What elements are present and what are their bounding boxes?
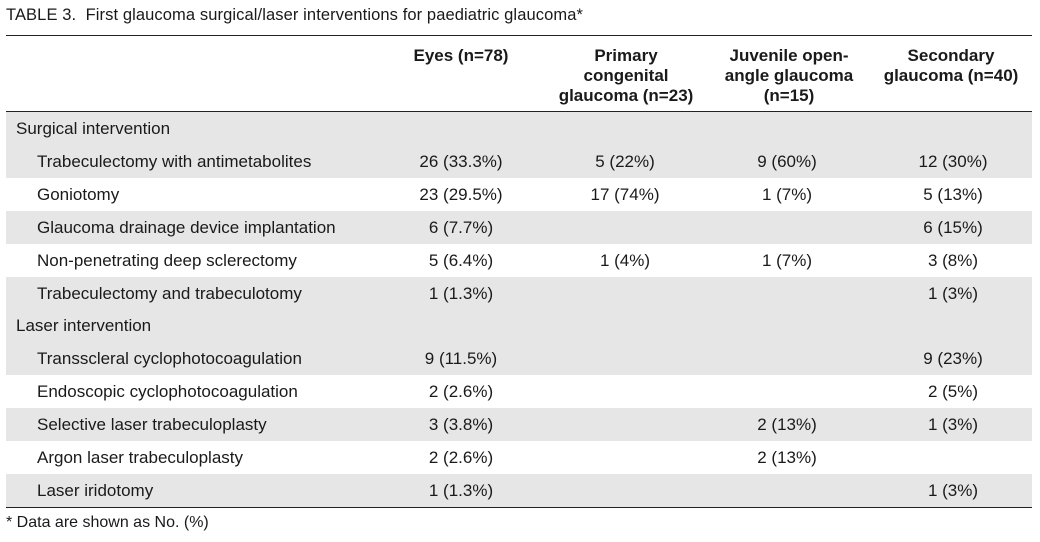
cell-value: 1 (1.3%) — [428, 480, 494, 500]
cell-value: 1 (4%) — [599, 250, 651, 270]
cell-value: 2 (13%) — [757, 448, 817, 467]
row-label: Laser iridotomy — [37, 480, 154, 500]
header-line: Secondary — [907, 46, 995, 65]
cell-value: 17 (74%) — [590, 184, 660, 204]
row-label: Argon laser trabeculoplasty — [37, 448, 244, 467]
cell-value: 5 (6.4%) — [428, 250, 494, 270]
cell-value: 1 (3%) — [927, 480, 979, 500]
cell-value: 5 (22%) — [595, 151, 655, 171]
table-row: Argon laser trabeculoplasty 2 (2.6%) 2 (13… — [6, 441, 1032, 474]
cell-value: 9 (60%) — [757, 151, 817, 171]
header-line: angle glaucoma — [724, 66, 854, 85]
cell-value: 1 (3%) — [927, 283, 979, 303]
cell-value — [716, 277, 858, 310]
cell-value — [554, 309, 696, 342]
bottom-rule — [6, 507, 1032, 508]
header-eyes-line: Eyes (n=78) — [413, 46, 509, 65]
cell-value: 23 (29.5%) — [419, 184, 503, 204]
cell-value — [396, 112, 526, 145]
cell-value — [554, 375, 696, 408]
header-juvenile-open-angle: Juvenile open- angle glaucoma (n=15) — [714, 46, 864, 106]
cell-value — [716, 375, 858, 408]
cell-value — [554, 342, 696, 375]
cell-value — [554, 112, 696, 145]
table-row: Trabeculectomy with antimetabolites 26 (3… — [6, 144, 1032, 178]
cell-value: 5 (13%) — [923, 184, 983, 204]
header-eyes: Eyes (n=78) — [396, 46, 526, 66]
group-label: Laser intervention — [16, 316, 152, 336]
cell-value — [716, 309, 858, 342]
group-label: Surgical intervention — [16, 119, 171, 138]
row-label: Non-penetrating deep sclerectomy — [37, 250, 297, 270]
row-label: Transscleral cyclophotocoagulation — [37, 349, 302, 369]
cell-value: 3 (3.8%) — [428, 415, 494, 435]
header-secondary: Secondary glaucoma (n=40) — [876, 46, 1026, 86]
row-label: Glaucoma drainage device implantation — [37, 217, 336, 237]
header-line: glaucoma (n=40) — [883, 66, 1019, 85]
cell-value: 2 (2.6%) — [428, 382, 494, 402]
cell-value: 1 (7%) — [761, 184, 813, 204]
cell-value — [716, 342, 858, 375]
header-line: Primary — [594, 46, 658, 65]
cell-value: 2 (2.6%) — [428, 448, 494, 467]
cell-value: 6 (15%) — [923, 217, 983, 237]
table-row: Endoscopic cyclophotocoagulation 2 (2.6%)… — [6, 375, 1032, 408]
top-rule — [6, 35, 1032, 36]
table-number: TABLE 3. — [6, 6, 77, 24]
row-label: Trabeculectomy with antimetabolites — [37, 151, 312, 171]
cell-value — [878, 441, 1028, 474]
cell-value — [878, 309, 1028, 342]
cell-value — [554, 408, 696, 441]
table-row: Goniotomy 23 (29.5%) 17 (74%) 1 (7%) 5 (13%) — [6, 178, 1032, 211]
row-label: Endoscopic cyclophotocoagulation — [37, 382, 298, 402]
table-row: Trabeculectomy and trabeculotomy 1 (1.3%)… — [6, 276, 1032, 310]
table-row: Glaucoma drainage device implantation 6 (… — [6, 210, 1032, 244]
cell-value: 1 (7%) — [761, 250, 813, 270]
cell-value: 9 (11.5%) — [424, 349, 498, 369]
table-row: Transscleral cyclophotocoagulation 9 (11.… — [6, 342, 1032, 376]
cell-value — [716, 211, 858, 244]
cell-value — [554, 441, 696, 474]
cell-value: 12 (30%) — [918, 151, 988, 171]
header-rule — [6, 111, 1032, 112]
table-caption: TABLE 3. First glaucoma surgical/laser i… — [6, 6, 583, 25]
cell-value — [878, 112, 1028, 145]
row-label: Goniotomy — [37, 184, 120, 204]
cell-value: 9 (23%) — [923, 349, 983, 369]
cell-value: 2 (5%) — [927, 382, 979, 402]
cell-value: 3 (8%) — [927, 250, 979, 270]
cell-value: 26 (33.3%) — [419, 151, 503, 171]
cell-value — [554, 474, 696, 507]
table-row: Non-penetrating deep sclerectomy 5 (6.4%)… — [6, 244, 1032, 277]
group-row: Surgical intervention — [6, 112, 1032, 145]
header-line: Juvenile open- — [729, 46, 849, 65]
table-row: Laser iridotomy 1 (1.3%) 1 (3%) — [6, 473, 1032, 507]
table-title: First glaucoma surgical/laser interventi… — [85, 6, 584, 24]
footnote: * Data are shown as No. (%) — [6, 514, 209, 531]
table-row: Selective laser trabeculoplasty 3 (3.8%) 2… — [6, 408, 1032, 442]
header-line: (n=15) — [763, 86, 815, 105]
cell-value — [396, 309, 526, 342]
cell-value — [716, 474, 858, 507]
row-label: Trabeculectomy and trabeculotomy — [37, 283, 302, 303]
group-row: Laser intervention — [6, 309, 1032, 343]
cell-value — [554, 277, 696, 310]
cell-value: 6 (7.7%) — [428, 217, 494, 237]
header-line: glaucoma (n=23) — [558, 86, 694, 105]
row-label: Selective laser trabeculoplasty — [37, 415, 267, 435]
cell-value — [554, 211, 696, 244]
cell-value: 1 (1.3%) — [428, 283, 494, 303]
header-line: congenital — [583, 66, 669, 85]
cell-value: 2 (13%) — [757, 415, 817, 435]
cell-value: 1 (3%) — [927, 415, 979, 435]
cell-value — [716, 112, 858, 145]
header-primary-congenital: Primary congenital glaucoma (n=23) — [552, 46, 700, 106]
